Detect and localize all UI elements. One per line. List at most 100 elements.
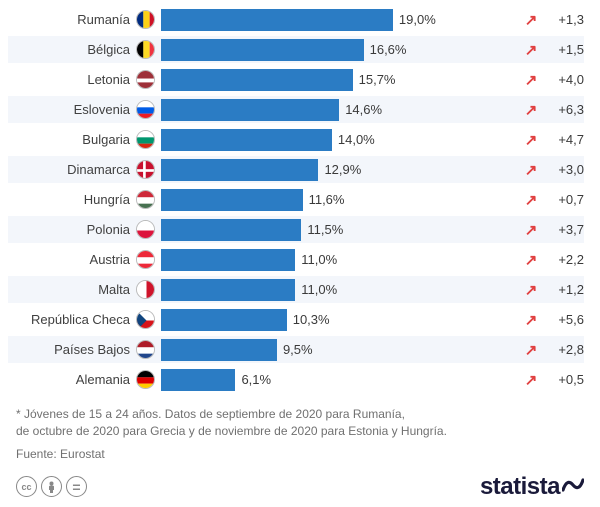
trend-arrow-icon: ↗ bbox=[520, 251, 542, 269]
chart-row: Polonia 11,5% ↗ +3,7 bbox=[8, 216, 584, 243]
trend-arrow-icon: ↗ bbox=[520, 371, 542, 389]
country-label: Letonia bbox=[8, 72, 136, 87]
trend-arrow-icon: ↗ bbox=[520, 221, 542, 239]
chart-row: Hungría 11,6% ↗ +0,7 bbox=[8, 186, 584, 213]
flag-icon bbox=[136, 70, 155, 89]
chart-row: Malta 11,0% ↗ +1,2 bbox=[8, 276, 584, 303]
trend-arrow-icon: ↗ bbox=[520, 311, 542, 329]
bar bbox=[161, 339, 277, 361]
trend-arrow-icon: ↗ bbox=[520, 161, 542, 179]
change-value: +5,6 bbox=[542, 312, 584, 327]
bar bbox=[161, 249, 295, 271]
bar-value-label: 14,6% bbox=[345, 102, 382, 117]
bar-area: 14,0% bbox=[161, 129, 520, 151]
country-label: Bulgaria bbox=[8, 132, 136, 147]
trend-arrow-icon: ↗ bbox=[520, 131, 542, 149]
country-label: República Checa bbox=[8, 312, 136, 327]
bar-area: 10,3% bbox=[161, 309, 520, 331]
bar-area: 6,1% bbox=[161, 369, 520, 391]
bar-area: 15,7% bbox=[161, 69, 520, 91]
bar-area: 11,0% bbox=[161, 279, 520, 301]
change-value: +0,7 bbox=[542, 192, 584, 207]
bar bbox=[161, 369, 235, 391]
country-label: Malta bbox=[8, 282, 136, 297]
flag-icon bbox=[136, 40, 155, 59]
bar-area: 9,5% bbox=[161, 339, 520, 361]
bar-value-label: 11,5% bbox=[307, 222, 343, 237]
chart-row: Rumanía 19,0% ↗ +1,3 bbox=[8, 6, 584, 33]
chart-row: República Checa 10,3% ↗ +5,6 bbox=[8, 306, 584, 333]
flag-icon bbox=[136, 340, 155, 359]
country-label: Países Bajos bbox=[8, 342, 136, 357]
chart-row: Dinamarca 12,9% ↗ +3,0 bbox=[8, 156, 584, 183]
flag-icon bbox=[136, 250, 155, 269]
cc-icons: cc = bbox=[16, 476, 87, 497]
bar-area: 12,9% bbox=[161, 159, 520, 181]
country-label: Hungría bbox=[8, 192, 136, 207]
country-label: Alemania bbox=[8, 372, 136, 387]
trend-arrow-icon: ↗ bbox=[520, 281, 542, 299]
cc-by-icon bbox=[41, 476, 62, 497]
change-value: +6,3 bbox=[542, 102, 584, 117]
country-label: Austria bbox=[8, 252, 136, 267]
change-value: +4,0 bbox=[542, 72, 584, 87]
flag-icon bbox=[136, 220, 155, 239]
bar-value-label: 11,0% bbox=[301, 282, 337, 297]
cc-icon: cc bbox=[16, 476, 37, 497]
change-value: +4,7 bbox=[542, 132, 584, 147]
flag-icon bbox=[136, 190, 155, 209]
bar bbox=[161, 189, 303, 211]
flag-icon bbox=[136, 10, 155, 29]
bar-value-label: 12,9% bbox=[324, 162, 361, 177]
change-value: +0,5 bbox=[542, 372, 584, 387]
country-label: Rumanía bbox=[8, 12, 136, 27]
bar bbox=[161, 129, 332, 151]
bar-value-label: 15,7% bbox=[359, 72, 396, 87]
bar bbox=[161, 279, 295, 301]
bar-value-label: 14,0% bbox=[338, 132, 375, 147]
chart-row: Bulgaria 14,0% ↗ +4,7 bbox=[8, 126, 584, 153]
trend-arrow-icon: ↗ bbox=[520, 11, 542, 29]
bar-area: 11,5% bbox=[161, 219, 520, 241]
bar-value-label: 11,6% bbox=[309, 192, 345, 207]
bar-value-label: 11,0% bbox=[301, 252, 337, 267]
trend-arrow-icon: ↗ bbox=[520, 71, 542, 89]
bar bbox=[161, 219, 301, 241]
bar bbox=[161, 39, 364, 61]
flag-icon bbox=[136, 370, 155, 389]
bar bbox=[161, 9, 393, 31]
bar bbox=[161, 309, 287, 331]
statista-logo: statista bbox=[480, 473, 584, 501]
bar-area: 11,0% bbox=[161, 249, 520, 271]
change-value: +2,8 bbox=[542, 342, 584, 357]
bottom-bar: cc = statista bbox=[0, 461, 600, 507]
bar-value-label: 19,0% bbox=[399, 12, 436, 27]
bar-area: 19,0% bbox=[161, 9, 520, 31]
flag-icon bbox=[136, 310, 155, 329]
chart-row: Eslovenia 14,6% ↗ +6,3 bbox=[8, 96, 584, 123]
bar-value-label: 9,5% bbox=[283, 342, 313, 357]
trend-arrow-icon: ↗ bbox=[520, 101, 542, 119]
chart-row: Países Bajos 9,5% ↗ +2,8 bbox=[8, 336, 584, 363]
change-value: +1,3 bbox=[542, 12, 584, 27]
flag-icon bbox=[136, 130, 155, 149]
bar-value-label: 6,1% bbox=[241, 372, 271, 387]
chart-row: Alemania 6,1% ↗ +0,5 bbox=[8, 366, 584, 393]
chart-row: Letonia 15,7% ↗ +4,0 bbox=[8, 66, 584, 93]
bar-value-label: 10,3% bbox=[293, 312, 330, 327]
bar bbox=[161, 99, 339, 121]
flag-icon bbox=[136, 160, 155, 179]
bar-area: 11,6% bbox=[161, 189, 520, 211]
flag-icon bbox=[136, 100, 155, 119]
country-label: Bélgica bbox=[8, 42, 136, 57]
flag-icon bbox=[136, 280, 155, 299]
bar-area: 16,6% bbox=[161, 39, 520, 61]
footnote: * Jóvenes de 15 a 24 años. Datos de sept… bbox=[0, 396, 600, 445]
bar bbox=[161, 159, 318, 181]
change-value: +3,7 bbox=[542, 222, 584, 237]
change-value: +2,2 bbox=[542, 252, 584, 267]
chart-row: Bélgica 16,6% ↗ +1,5 bbox=[8, 36, 584, 63]
change-value: +3,0 bbox=[542, 162, 584, 177]
source: Fuente: Eurostat bbox=[0, 445, 600, 461]
chart-row: Austria 11,0% ↗ +2,2 bbox=[8, 246, 584, 273]
